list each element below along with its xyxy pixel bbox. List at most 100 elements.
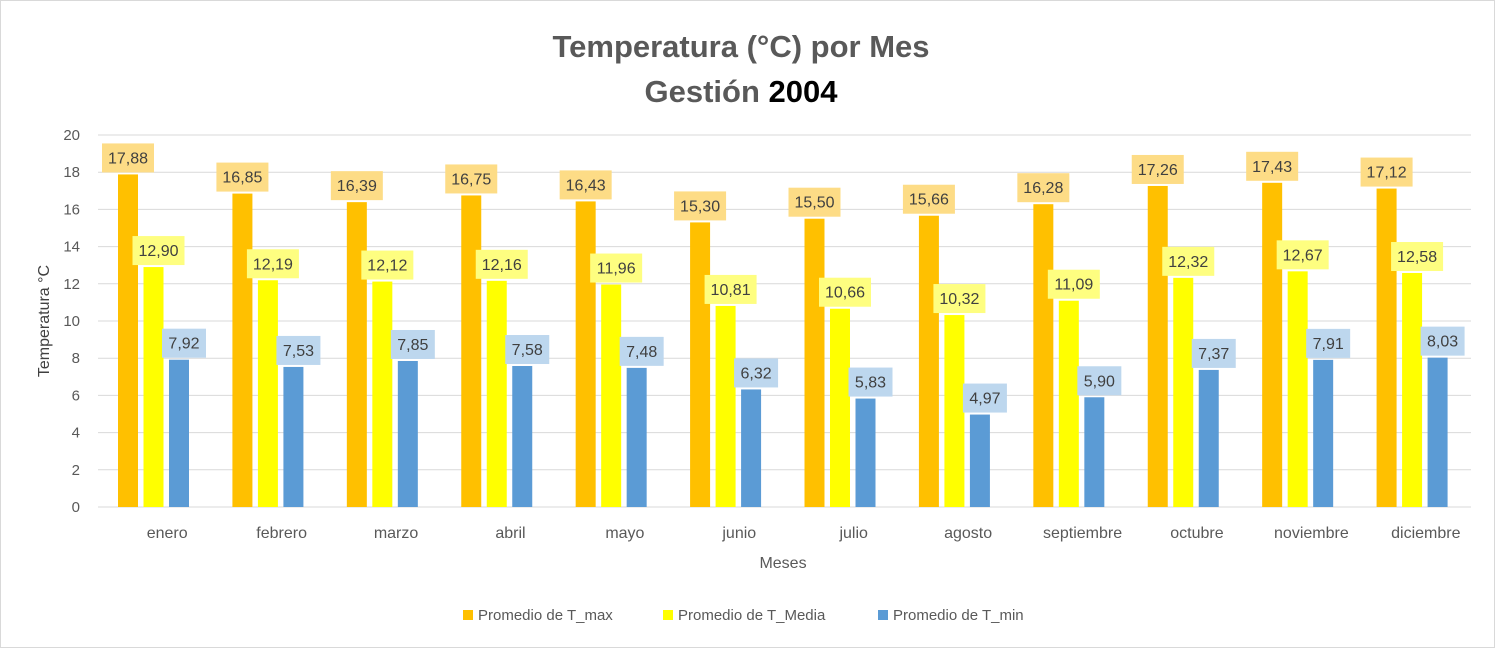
- data-label: 7,91: [1313, 336, 1344, 353]
- bar: [118, 174, 138, 507]
- legend-label: Promedio de T_max: [478, 607, 613, 624]
- data-label-background: [1420, 326, 1465, 356]
- data-label-background: [590, 253, 643, 283]
- bar: [1198, 369, 1219, 507]
- data-label-background: [390, 329, 435, 359]
- data-label-background: [1017, 173, 1070, 203]
- data-label: 12,32: [1168, 254, 1208, 271]
- x-tick-label: junio: [721, 525, 756, 542]
- y-tick-label: 4: [72, 425, 80, 442]
- data-label-background: [1191, 338, 1236, 368]
- bar: [1376, 188, 1397, 507]
- chart-title-year: 2004: [769, 74, 839, 109]
- data-label: 16,39: [337, 178, 377, 195]
- y-axis-label: Temperatura °C: [36, 265, 53, 377]
- chart-title-line-2: Gestión 2004: [645, 74, 839, 109]
- y-tick-label: 12: [63, 276, 80, 293]
- bar: [1287, 271, 1308, 507]
- data-label-background: [1391, 242, 1444, 272]
- data-label: 16,43: [566, 177, 606, 194]
- x-tick-label: diciembre: [1391, 525, 1460, 542]
- data-label-background: [445, 164, 498, 194]
- data-label: 11,09: [1054, 277, 1093, 294]
- data-label: 12,67: [1283, 247, 1323, 264]
- bar: [830, 308, 850, 507]
- data-label-background: [1077, 366, 1122, 396]
- data-label-background: [216, 162, 269, 192]
- x-tick-label: mayo: [605, 525, 644, 542]
- data-label-background: [704, 274, 757, 304]
- bar: [1033, 204, 1054, 507]
- x-tick-label: julio: [838, 525, 868, 542]
- data-label: 7,53: [283, 343, 314, 360]
- data-label-background: [788, 187, 841, 217]
- data-label-background: [1162, 246, 1215, 276]
- data-label-background: [674, 191, 727, 221]
- data-label: 16,28: [1023, 180, 1063, 197]
- data-label: 8,03: [1427, 334, 1458, 351]
- bar: [855, 398, 876, 507]
- data-label-background: [1306, 328, 1351, 358]
- bar: [1313, 359, 1334, 507]
- bar: [575, 201, 596, 508]
- data-label: 5,83: [855, 375, 886, 392]
- data-label: 12,90: [138, 243, 178, 260]
- chart-title-line-1: Temperatura (°C) por Mes: [553, 29, 930, 64]
- legend-swatch: [663, 610, 673, 620]
- bar: [169, 359, 189, 507]
- data-label-background: [162, 328, 206, 358]
- y-axis-ticks: 0 2 4 6 8 10 12 14 16 18 20: [63, 127, 80, 516]
- data-label-background: [132, 236, 185, 266]
- data-label: 7,48: [626, 344, 657, 361]
- data-label-background: [276, 335, 321, 365]
- bar: [601, 284, 622, 507]
- data-label-background: [962, 383, 1007, 413]
- x-tick-label: marzo: [374, 525, 419, 542]
- y-tick-label: 16: [63, 201, 80, 218]
- x-tick-label: agosto: [944, 525, 992, 542]
- data-label: 15,50: [794, 195, 834, 212]
- data-label: 17,88: [108, 150, 148, 167]
- data-label-background: [1131, 154, 1184, 184]
- data-label-background: [559, 170, 612, 200]
- bar: [372, 281, 393, 507]
- y-tick-label: 2: [72, 462, 80, 479]
- data-label: 10,32: [939, 291, 979, 308]
- bar: [715, 305, 736, 507]
- bar: [969, 414, 990, 507]
- data-label-background: [819, 277, 871, 307]
- data-label: 6,32: [741, 365, 772, 382]
- bar: [1084, 397, 1105, 507]
- bar: [512, 366, 533, 507]
- data-label-background: [933, 284, 986, 314]
- x-tick-label: octubre: [1170, 525, 1223, 542]
- bar: [1147, 185, 1168, 508]
- data-label: 12,16: [482, 257, 522, 274]
- data-label: 17,26: [1138, 162, 1178, 179]
- data-label: 7,58: [512, 342, 543, 359]
- y-tick-label: 20: [63, 127, 80, 144]
- data-label-background: [848, 367, 893, 397]
- bar: [257, 280, 278, 507]
- data-label: 15,66: [909, 192, 949, 209]
- bar: [944, 315, 965, 507]
- y-tick-label: 18: [63, 164, 80, 181]
- y-tick-label: 10: [63, 313, 80, 330]
- bar: [232, 193, 253, 507]
- legend-swatch: [878, 610, 888, 620]
- data-label-background: [619, 336, 664, 366]
- y-tick-label: 0: [72, 499, 80, 516]
- data-label: 5,90: [1084, 373, 1115, 390]
- x-tick-label: septiembre: [1043, 525, 1122, 542]
- data-label: 17,12: [1367, 165, 1407, 182]
- data-label: 16,85: [222, 170, 262, 187]
- data-label: 10,81: [711, 282, 751, 299]
- x-tick-label: abril: [495, 525, 525, 542]
- bar: [690, 222, 711, 508]
- x-tick-label: febrero: [256, 525, 307, 542]
- data-label: 12,19: [253, 256, 293, 273]
- data-label-background: [1360, 157, 1413, 187]
- legend-label: Promedio de T_Media: [678, 607, 826, 624]
